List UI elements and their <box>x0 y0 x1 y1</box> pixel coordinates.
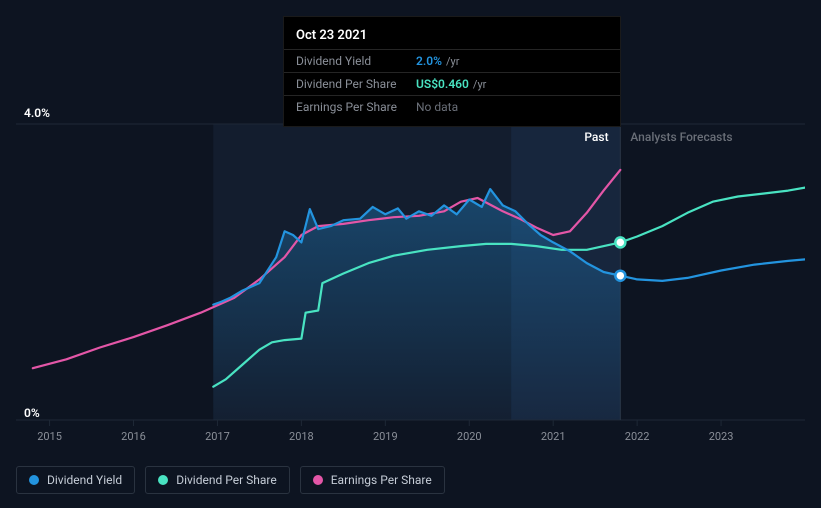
tooltip-row-value: 2.0% <box>416 54 442 68</box>
tooltip-row-label: Earnings Per Share <box>296 100 416 114</box>
tooltip-row: Earnings Per ShareNo data <box>284 95 620 118</box>
chart-plot-area[interactable] <box>16 100 805 448</box>
legend-item[interactable]: Dividend Yield <box>16 466 135 494</box>
legend-dot-icon <box>313 475 323 485</box>
legend-dot-icon <box>158 475 168 485</box>
legend-label: Dividend Per Share <box>176 473 277 487</box>
past-region-label: Past <box>584 130 608 144</box>
x-axis-tick-label: 2016 <box>121 430 146 443</box>
x-axis-tick-label: 2018 <box>289 430 314 443</box>
x-axis-tick-label: 2022 <box>625 430 650 443</box>
x-axis-tick-label: 2021 <box>541 430 566 443</box>
x-axis-tick-label: 2023 <box>709 430 734 443</box>
forecast-region-label: Analysts Forecasts <box>630 130 732 144</box>
tooltip-row-value: No data <box>416 100 458 114</box>
legend-item[interactable]: Dividend Per Share <box>145 466 290 494</box>
tooltip-row-label: Dividend Per Share <box>296 77 416 91</box>
tooltip-row-label: Dividend Yield <box>296 54 416 68</box>
legend-dot-icon <box>29 475 39 485</box>
tooltip-row: Dividend Yield2.0% /yr <box>284 49 620 72</box>
legend: Dividend Yield Dividend Per Share Earnings… <box>16 466 445 494</box>
legend-label: Earnings Per Share <box>331 473 432 487</box>
legend-label: Dividend Yield <box>47 473 122 487</box>
legend-item[interactable]: Earnings Per Share <box>300 466 445 494</box>
tooltip-panel: Oct 23 2021 Dividend Yield2.0%/yrDividen… <box>283 16 621 127</box>
tooltip-row-unit: /yr <box>446 55 459 68</box>
x-axis-tick-label: 2017 <box>205 430 230 443</box>
x-axis-tick-label: 2020 <box>457 430 482 443</box>
x-axis-labels: 2015 2016 2017 2018 2019 2020 2021 2022 2023 <box>16 430 805 446</box>
tooltip-date: Oct 23 2021 <box>284 25 620 49</box>
tooltip-row: Dividend Per ShareUS$0.460/yr <box>284 72 620 95</box>
tooltip-row-value: US$0.460 <box>416 77 469 91</box>
x-axis-tick-label: 2015 <box>37 430 62 443</box>
x-axis-tick-label: 2019 <box>373 430 398 443</box>
tooltip-row-unit: /yr <box>473 78 486 91</box>
